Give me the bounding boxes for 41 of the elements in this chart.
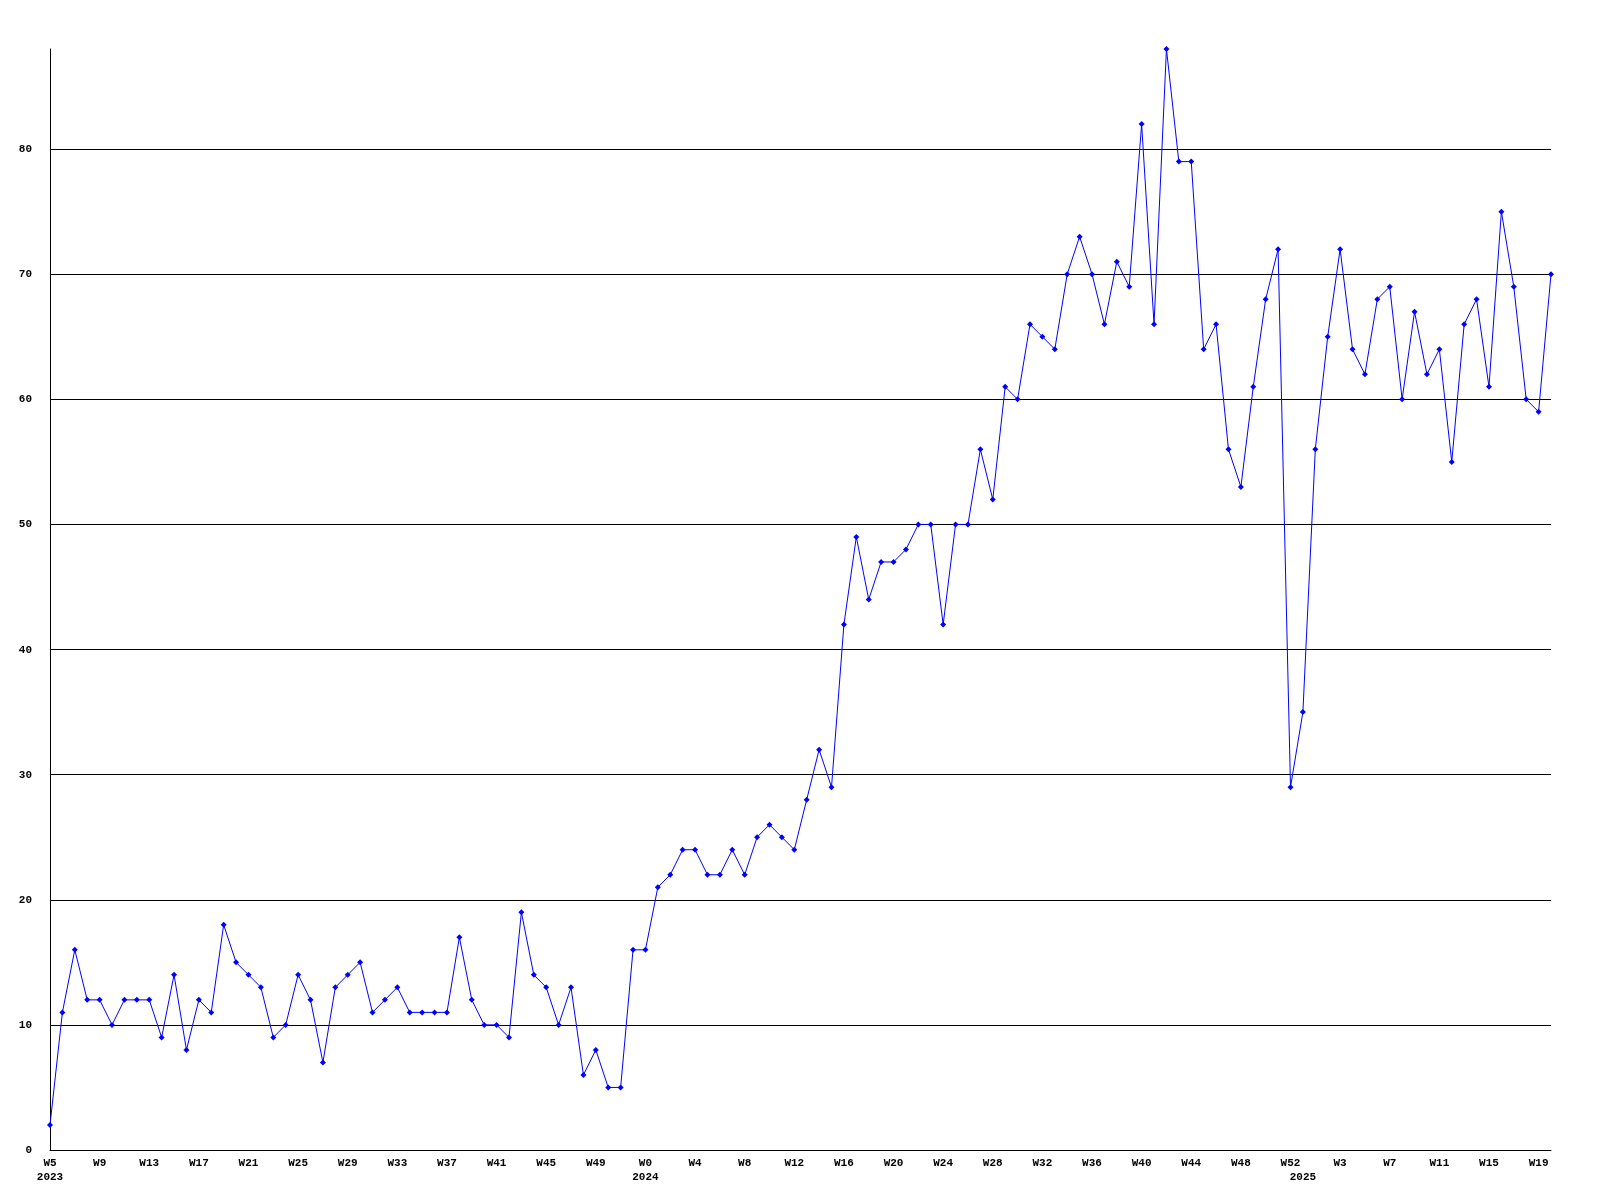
x-tick-label: W9 — [93, 1157, 107, 1169]
y-tick-label: 40 — [18, 643, 32, 656]
y-tick-label: 0 — [25, 1144, 32, 1156]
x-tick-label: W17 — [188, 1157, 209, 1169]
y-tick-label: 80 — [18, 143, 32, 156]
x-tick-label: W29 — [337, 1157, 358, 1169]
x-tick-label: W28 — [982, 1157, 1004, 1169]
x-tick-label: W12 — [784, 1157, 805, 1169]
x-tick-label: W33 — [387, 1157, 408, 1169]
x-tick-label: W19 — [1528, 1157, 1549, 1169]
x-tick-label: W40 — [1131, 1157, 1152, 1169]
y-tick-label: 70 — [18, 268, 32, 281]
y-tick-label: 60 — [18, 393, 32, 406]
x-tick-label: W20 — [883, 1157, 904, 1169]
x-tick-label: W15 — [1479, 1157, 1500, 1169]
y-tick-label: 30 — [18, 768, 32, 781]
x-tick-label: W48 — [1230, 1157, 1252, 1169]
x-tick-label: W25 — [288, 1157, 309, 1169]
x-tick-label: W16 — [834, 1157, 854, 1169]
x-tick-label: W41 — [486, 1157, 507, 1169]
x-tick-label: W5 2023 — [36, 1157, 64, 1183]
x-tick-label: W3 — [1333, 1157, 1348, 1169]
x-tick-label: 2025 — [1289, 1171, 1317, 1183]
x-tick-label: W8 — [738, 1157, 752, 1169]
x-tick-label: W0 2024 — [632, 1157, 660, 1183]
y-tick-label: 20 — [18, 893, 32, 906]
x-tick-label: W52 — [1280, 1157, 1301, 1169]
x-tick-label: W37 — [437, 1157, 457, 1169]
x-tick-label: W7 — [1383, 1157, 1397, 1169]
x-tick-label: W36 — [1082, 1157, 1102, 1169]
x-tick-label: W24 — [933, 1157, 954, 1169]
x-tick-label: W32 — [1032, 1157, 1053, 1169]
y-tick-label: 10 — [18, 1018, 32, 1031]
x-tick-label: W49 — [585, 1157, 606, 1169]
x-tick-label: W21 — [238, 1157, 259, 1169]
y-tick-label: 50 — [18, 518, 32, 531]
x-tick-label: W45 — [536, 1157, 557, 1169]
x-tick-label: W11 — [1429, 1157, 1450, 1169]
x-tick-label: W13 — [139, 1157, 160, 1169]
x-tick-label: W44 — [1181, 1157, 1202, 1169]
x-tick-label: W4 — [688, 1157, 703, 1169]
